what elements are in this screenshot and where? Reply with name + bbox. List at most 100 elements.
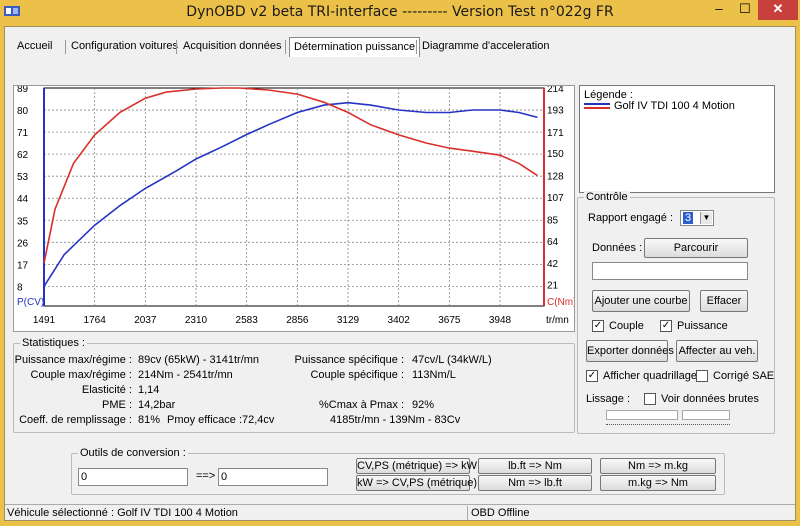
y-left-tick-label: 53	[17, 172, 29, 183]
affecter-vehicule-button[interactable]: Affecter au veh.	[676, 340, 758, 362]
rapport-label: Rapport engagé :	[588, 212, 674, 224]
corrige-sae-checkbox[interactable]: Corrigé SAE	[696, 370, 774, 382]
c-specifique-label: Couple spécifique :	[310, 369, 404, 381]
legend-item[interactable]: Golf IV TDI 100 4 Motion	[584, 100, 735, 112]
voir-donnees-brutes-label: Voir données brutes	[661, 393, 759, 405]
y-left-tick-label: 17	[17, 260, 29, 271]
cv-to-kw-button[interactable]: CV,PS (métrique) => kW	[356, 458, 478, 474]
controle-group: Contrôle Rapport engagé : 3 ▼ Données : …	[577, 191, 775, 434]
y-right-tick-label: 214	[547, 86, 564, 95]
x-tick-label: 3948	[489, 315, 512, 326]
y-right-tick-label: 107	[547, 193, 564, 204]
y-right-tick-label: 150	[547, 149, 564, 160]
tab-configuration-voitures[interactable]: Configuration voitures	[71, 40, 179, 52]
nm-to-lbft-button[interactable]: Nm => lb.ft	[478, 475, 592, 491]
series-line-couple	[43, 87, 538, 264]
close-button[interactable]: ✕	[758, 0, 798, 20]
status-vehicle: Véhicule sélectionné : Golf IV TDI 100 4…	[7, 507, 238, 519]
voir-donnees-brutes-checkbox[interactable]: Voir données brutes	[644, 393, 759, 405]
status-bar: Véhicule sélectionné : Golf IV TDI 100 4…	[5, 504, 795, 520]
lissage-slider-track[interactable]	[606, 410, 678, 420]
cmax-pmax-value: 92%	[412, 399, 435, 411]
rapport-select[interactable]: 3 ▼	[680, 210, 714, 226]
lissage-slider-thumb[interactable]	[682, 410, 730, 420]
quadrillage-label: Afficher quadrillage	[603, 370, 697, 382]
power-torque-chart: 89 80 71 62 53 44 35 26 17 8 214 193 171 150 128 107 85 6…	[17, 84, 576, 326]
lissage-ticks	[606, 424, 730, 425]
elasticite-value: 1,14	[138, 384, 160, 396]
title-bar: DynOBD v2 beta TRI-interface --------- V…	[0, 0, 800, 24]
puissance-label: Puissance	[677, 320, 728, 332]
parcourir-button[interactable]: Parcourir	[644, 238, 748, 258]
tab-diagramme-acceleration[interactable]: Diagramme d'acceleration	[422, 40, 550, 52]
legend-item-label: Golf IV TDI 100 4 Motion	[614, 100, 735, 112]
ajouter-courbe-button[interactable]: Ajouter une courbe	[592, 290, 690, 312]
lbft-to-nm-button[interactable]: lb.ft => Nm	[478, 458, 592, 474]
legend-box: Légende : Golf IV TDI 100 4 Motion	[579, 85, 775, 193]
exporter-donnees-button[interactable]: Exporter données	[586, 340, 674, 362]
couple-checkbox[interactable]: ✓ Couple	[592, 320, 644, 332]
pmoy-label: Pmoy efficace :	[167, 414, 242, 426]
mkg-to-nm-button[interactable]: m.kg => Nm	[600, 475, 716, 491]
coeff-remplissage-value: 81%	[138, 414, 161, 426]
window-title: DynOBD v2 beta TRI-interface --------- V…	[186, 4, 614, 20]
y-right-tick-label: 171	[547, 128, 564, 139]
cmax-pmax-label: %Cmax à Pmax :	[319, 399, 404, 411]
quadrillage-checkbox[interactable]: ✓ Afficher quadrillage	[586, 370, 697, 382]
p-max-label: Puissance max/régime :	[14, 354, 132, 366]
y-left-tick-label: 71	[17, 128, 29, 139]
x-tick-label: 2310	[185, 315, 208, 326]
tab-determination-puissance[interactable]: Détermination puissance	[289, 37, 421, 57]
x-tick-label: 3675	[438, 315, 461, 326]
plot-area	[43, 87, 545, 307]
legend-swatch	[584, 103, 610, 109]
x-tick-label: 1764	[84, 315, 107, 326]
tab-acquisition-donnees[interactable]: Acquisition données	[183, 40, 282, 52]
conversion-input[interactable]: 0	[78, 468, 188, 486]
chevron-down-icon[interactable]: ▼	[700, 212, 712, 224]
lissage-label: Lissage :	[586, 393, 631, 405]
corrige-sae-label: Corrigé SAE	[713, 370, 775, 382]
corrige-sae-checkmark	[696, 370, 708, 382]
p-max-value: 89cv (65kW) - 3141tr/mn	[138, 354, 260, 366]
x-tick-label: 3402	[388, 315, 411, 326]
tab-accueil[interactable]: Accueil	[17, 40, 53, 52]
quadrillage-checkmark: ✓	[586, 370, 598, 382]
outils-conversion-group: Outils de conversion : 0 ==> 0 CV,PS (mé…	[71, 447, 725, 495]
file-path-field[interactable]	[592, 262, 748, 280]
legend-title: Légende :	[584, 89, 633, 101]
maximize-button[interactable]: ☐	[739, 1, 751, 16]
pme-label: PME :	[102, 399, 132, 411]
y-left-axis-label: P(CV)	[17, 297, 44, 308]
outils-conversion-label: Outils de conversion :	[78, 447, 188, 459]
y-left-tick-label: 44	[17, 194, 29, 205]
c-max-label: Couple max/régime :	[30, 369, 133, 381]
statistiques-group: Statistiques : Puissance max/régime : 89…	[13, 337, 575, 433]
tab-separator	[176, 40, 177, 54]
puissance-checkmark: ✓	[660, 320, 672, 332]
p-specifique-label: Puissance spécifique :	[294, 354, 404, 366]
tab-separator	[416, 40, 417, 54]
p-specifique-value: 47cv/L (34kW/L)	[412, 354, 492, 366]
statistiques-label: Statistiques :	[20, 337, 87, 349]
status-separator	[467, 506, 468, 520]
x-tick-label: 2856	[286, 315, 309, 326]
effacer-button[interactable]: Effacer	[700, 290, 748, 312]
x-tick-label: 3129	[337, 315, 360, 326]
y-right-tick-label: 21	[547, 281, 559, 292]
kw-to-cv-button[interactable]: kW => CV,PS (métrique)	[356, 475, 478, 491]
tab-separator	[65, 40, 66, 54]
pme-value: 14,2bar	[138, 399, 176, 411]
tab-separator	[285, 40, 286, 54]
elasticite-label: Elasticité :	[81, 384, 132, 396]
y-right-tick-label: 42	[547, 259, 559, 270]
puissance-checkbox[interactable]: ✓ Puissance	[660, 320, 728, 332]
y-right-axis-label: C(Nm)	[547, 297, 574, 308]
y-left-tick-label: 26	[17, 238, 29, 249]
conversion-output[interactable]: 0	[218, 468, 328, 486]
y-right-tick-label: 64	[547, 237, 559, 248]
nm-to-mkg-button[interactable]: Nm => m.kg	[600, 458, 716, 474]
minimize-button[interactable]: –	[715, 1, 723, 16]
conversion-arrow: ==>	[196, 470, 216, 482]
couple-checkmark: ✓	[592, 320, 604, 332]
